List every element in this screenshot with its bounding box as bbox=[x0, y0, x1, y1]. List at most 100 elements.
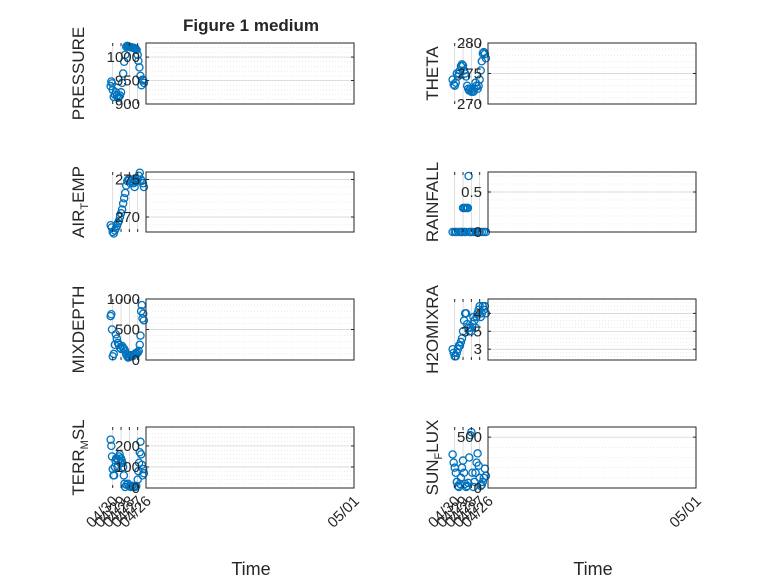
mixdepth-point bbox=[138, 314, 147, 323]
rainfall-axes-box bbox=[487, 171, 697, 233]
theta-point bbox=[449, 80, 458, 89]
rainfall-plot-area bbox=[488, 172, 696, 232]
subplot-mixdepth: 0 500 1000 MIXDEPTH bbox=[69, 286, 355, 374]
terr_msl-point bbox=[109, 471, 118, 480]
terr_msl-axes-box bbox=[145, 426, 355, 489]
theta-point bbox=[448, 75, 457, 84]
h2omixra-ylabel: H2OMIXRA bbox=[423, 284, 442, 373]
air_temp-ytick-label: 275 bbox=[115, 172, 140, 189]
subplot-theta: 270 275 280 THETA bbox=[423, 35, 697, 113]
terr_msl-point bbox=[134, 466, 143, 476]
air_temp-point bbox=[117, 205, 127, 214]
sun_flux-point bbox=[449, 458, 458, 467]
h2omixra-ytick-label: 3.5 bbox=[461, 323, 482, 340]
pressure-point bbox=[121, 42, 131, 52]
terr_msl-xtick-label: 05/01 bbox=[324, 493, 363, 532]
terr_msl-ytick-label: 0 bbox=[132, 480, 140, 497]
air_temp-point bbox=[120, 188, 130, 198]
terr_msl-series bbox=[106, 435, 149, 492]
mixdepth-point bbox=[135, 340, 145, 349]
mixdepth-point bbox=[106, 311, 115, 321]
h2omixra-point bbox=[448, 344, 457, 354]
terr_msl-point bbox=[107, 441, 116, 451]
terr_msl-ytick-label: 100 bbox=[115, 459, 140, 476]
theta-point bbox=[476, 66, 485, 75]
sun_flux-point bbox=[475, 473, 484, 483]
sun_flux-point bbox=[470, 477, 479, 487]
terr_msl-point bbox=[108, 464, 117, 474]
terr_msl-point bbox=[120, 482, 130, 492]
subplot-air_temp: 270 275 AIRTEMP bbox=[69, 166, 355, 238]
mixdepth-point bbox=[138, 309, 148, 318]
terr_msl-point bbox=[136, 450, 146, 459]
pressure-point bbox=[136, 71, 145, 81]
sun_flux-plot-area bbox=[488, 427, 696, 488]
air_temp-point bbox=[106, 220, 115, 230]
terr_msl-point bbox=[138, 464, 148, 474]
theta-point bbox=[477, 57, 487, 66]
air_temp-point bbox=[116, 208, 126, 218]
terr_msl-ytick-label: 200 bbox=[115, 438, 140, 455]
sun_flux-point bbox=[466, 430, 475, 440]
sun_flux-xtick-label: 05/01 bbox=[666, 493, 705, 532]
sun_flux-point bbox=[450, 463, 459, 472]
pressure-point bbox=[137, 80, 146, 90]
air_temp-ylabel: AIRTEMP bbox=[69, 166, 91, 238]
theta-point bbox=[468, 86, 477, 95]
sun_flux-point bbox=[471, 468, 480, 477]
h2omixra-series bbox=[448, 301, 491, 361]
mixdepth-ytick-label: 0 bbox=[132, 352, 140, 369]
sun_flux-series bbox=[448, 427, 491, 492]
terr_msl-point bbox=[110, 462, 120, 472]
pressure-axes-box bbox=[145, 42, 355, 105]
rainfall-point bbox=[448, 227, 457, 237]
mixdepth-point bbox=[107, 325, 117, 334]
mixdepth-ylabel: MIXDEPTH bbox=[69, 286, 88, 374]
theta-ytick-label: 270 bbox=[457, 96, 482, 113]
sun_flux-ytick-label: 0 bbox=[474, 480, 482, 497]
h2omixra-ytick-label: 4 bbox=[474, 305, 482, 322]
h2omixra-plot-area bbox=[488, 299, 696, 360]
mixdepth-point bbox=[137, 300, 147, 310]
figure-title: Figure 1 medium bbox=[183, 16, 319, 35]
terr_msl-point bbox=[120, 479, 129, 489]
subplot-h2omixra: 33.54 H2OMIXRA bbox=[423, 284, 697, 374]
theta-point bbox=[462, 81, 472, 90]
subplot-rainfall: 0 0.5 RAINFALL bbox=[423, 162, 697, 242]
pressure-series bbox=[106, 41, 149, 103]
air_temp-point bbox=[118, 199, 128, 208]
pressure-point bbox=[118, 69, 128, 78]
sun_flux-point bbox=[451, 468, 461, 477]
mixdepth-point bbox=[110, 340, 120, 349]
theta-series bbox=[448, 47, 491, 97]
sun_flux-ylabel: SUNFLUX bbox=[423, 420, 445, 496]
terr_msl-point bbox=[107, 452, 117, 461]
terr_msl-point bbox=[114, 456, 123, 465]
sun_flux-point bbox=[454, 482, 464, 492]
pressure-ytick-label: 900 bbox=[115, 96, 140, 113]
xlabel-left: Time bbox=[231, 559, 270, 579]
theta-point bbox=[456, 61, 466, 71]
pressure-ylabel: PRESSURE bbox=[69, 27, 88, 121]
theta-ytick-label: 280 bbox=[457, 35, 482, 52]
rainfall-point bbox=[458, 203, 468, 213]
h2omixra-point bbox=[449, 348, 458, 358]
air_temp-ytick-label: 270 bbox=[115, 209, 140, 226]
terr_msl-point bbox=[133, 475, 142, 484]
theta-ylabel: THETA bbox=[423, 46, 442, 101]
subplot-pressure: 900 950 1000 PRESSURE bbox=[69, 27, 355, 121]
theta-ytick-label: 275 bbox=[457, 66, 482, 83]
h2omixra-ytick-label: 3 bbox=[474, 341, 482, 358]
pressure-point bbox=[107, 77, 116, 86]
pressure-plot-area bbox=[146, 43, 354, 104]
sun_flux-point bbox=[448, 450, 457, 459]
pressure-point bbox=[119, 57, 129, 67]
terr_msl-point bbox=[118, 462, 128, 472]
mixdepth-ytick-label: 1000 bbox=[107, 291, 140, 308]
mixdepth-point bbox=[121, 350, 131, 359]
theta-point bbox=[479, 47, 489, 57]
